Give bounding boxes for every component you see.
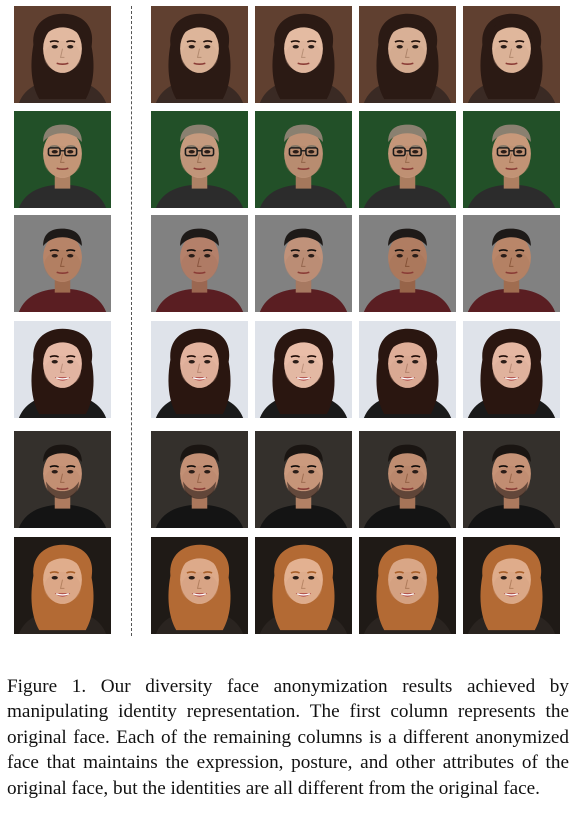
face-portrait	[255, 537, 352, 634]
anonymized-face-image	[255, 111, 352, 208]
anonymized-face-image	[463, 6, 560, 103]
original-face-image	[14, 111, 111, 208]
face-portrait	[255, 6, 352, 103]
anonymized-face-image	[463, 431, 560, 528]
face-portrait	[359, 321, 456, 418]
anonymized-face-image	[151, 431, 248, 528]
face-portrait	[255, 215, 352, 312]
face-portrait	[255, 431, 352, 528]
face-portrait	[151, 6, 248, 103]
anonymized-face-image	[255, 321, 352, 418]
face-portrait	[463, 537, 560, 634]
anonymized-face-image	[255, 6, 352, 103]
original-face-image	[14, 215, 111, 312]
anonymized-face-image	[255, 431, 352, 528]
original-face-image	[14, 537, 111, 634]
face-portrait	[359, 431, 456, 528]
face-anonymization-figure	[14, 6, 560, 636]
face-portrait	[463, 111, 560, 208]
anonymized-face-image	[151, 6, 248, 103]
anonymized-face-image	[151, 111, 248, 208]
anonymized-face-image	[359, 215, 456, 312]
anonymized-face-image	[151, 321, 248, 418]
face-portrait	[359, 215, 456, 312]
anonymized-face-image	[359, 431, 456, 528]
anonymized-face-image	[359, 6, 456, 103]
original-face-image	[14, 431, 111, 528]
anonymized-face-image	[255, 537, 352, 634]
anonymized-face-image	[151, 537, 248, 634]
face-portrait	[151, 111, 248, 208]
anonymized-face-image	[463, 537, 560, 634]
anonymized-face-image	[255, 215, 352, 312]
anonymized-face-image	[359, 321, 456, 418]
face-portrait	[14, 537, 111, 634]
anonymized-face-image	[359, 537, 456, 634]
original-face-image	[14, 6, 111, 103]
dashed-column-divider	[131, 6, 132, 636]
face-portrait	[463, 215, 560, 312]
face-portrait	[14, 215, 111, 312]
face-portrait	[151, 431, 248, 528]
face-portrait	[151, 537, 248, 634]
anonymized-face-image	[463, 111, 560, 208]
face-portrait	[151, 321, 248, 418]
face-portrait	[359, 111, 456, 208]
anonymized-face-image	[359, 111, 456, 208]
original-face-image	[14, 321, 111, 418]
face-portrait	[151, 215, 248, 312]
face-portrait	[14, 321, 111, 418]
face-portrait	[359, 537, 456, 634]
face-portrait	[14, 431, 111, 528]
face-portrait	[14, 111, 111, 208]
anonymized-face-image	[463, 321, 560, 418]
face-portrait	[255, 111, 352, 208]
anonymized-face-image	[463, 215, 560, 312]
face-portrait	[359, 6, 456, 103]
face-portrait	[14, 6, 111, 103]
face-portrait	[255, 321, 352, 418]
face-portrait	[463, 431, 560, 528]
face-portrait	[463, 321, 560, 418]
anonymized-face-image	[151, 215, 248, 312]
face-portrait	[463, 6, 560, 103]
figure-caption: Figure 1. Our diversity face anonymizati…	[7, 676, 569, 799]
